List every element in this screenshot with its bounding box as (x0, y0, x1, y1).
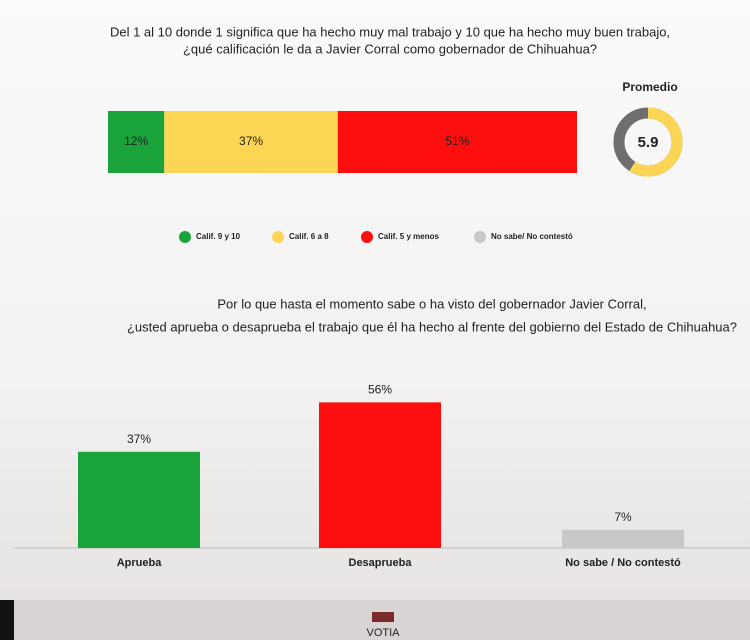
x-tick-label: No sabe / No contestó (565, 557, 681, 569)
bar (562, 529, 684, 548)
bar (319, 402, 441, 548)
value-label: 51% (445, 134, 469, 148)
donut-value: 5.9 (638, 134, 659, 151)
value-label: 12% (124, 134, 148, 148)
legend-label: Calif. 9 y 10 (196, 232, 241, 241)
legend-label: Calif. 5 y menos (378, 232, 439, 241)
bar-segment (164, 111, 338, 173)
legend-label: No sabe/ No contestó (491, 232, 573, 241)
bar (78, 451, 200, 548)
chart-title: ¿qué calificación le da a Javier Corral … (183, 41, 597, 56)
x-tick-label: Aprueba (117, 557, 163, 569)
chart-title: ¿usted aprueba o desaprueba el trabajo q… (127, 319, 737, 334)
legend-swatch (272, 231, 284, 243)
legend-swatch (474, 231, 486, 243)
chart-title: Del 1 al 10 donde 1 significa que ha hec… (110, 24, 670, 39)
bar-segment (337, 111, 577, 173)
donut-title: Promedio (622, 80, 677, 94)
x-tick-label: Desaprueba (349, 557, 413, 569)
logo-mark (372, 612, 394, 622)
legend-swatch (361, 231, 373, 243)
legend-swatch (179, 231, 191, 243)
value-label: 56% (368, 383, 392, 397)
value-label: 37% (127, 432, 151, 446)
legend-label: Calif. 6 a 8 (289, 232, 329, 241)
edge (0, 600, 14, 640)
bar-segment (108, 111, 165, 173)
footer-logo: VOTIA (366, 627, 400, 639)
value-label: 7% (614, 510, 632, 524)
chart-title: Por lo que hasta el momento sabe o ha vi… (217, 296, 646, 311)
value-label: 37% (239, 134, 263, 148)
donut-arc (613, 107, 683, 177)
